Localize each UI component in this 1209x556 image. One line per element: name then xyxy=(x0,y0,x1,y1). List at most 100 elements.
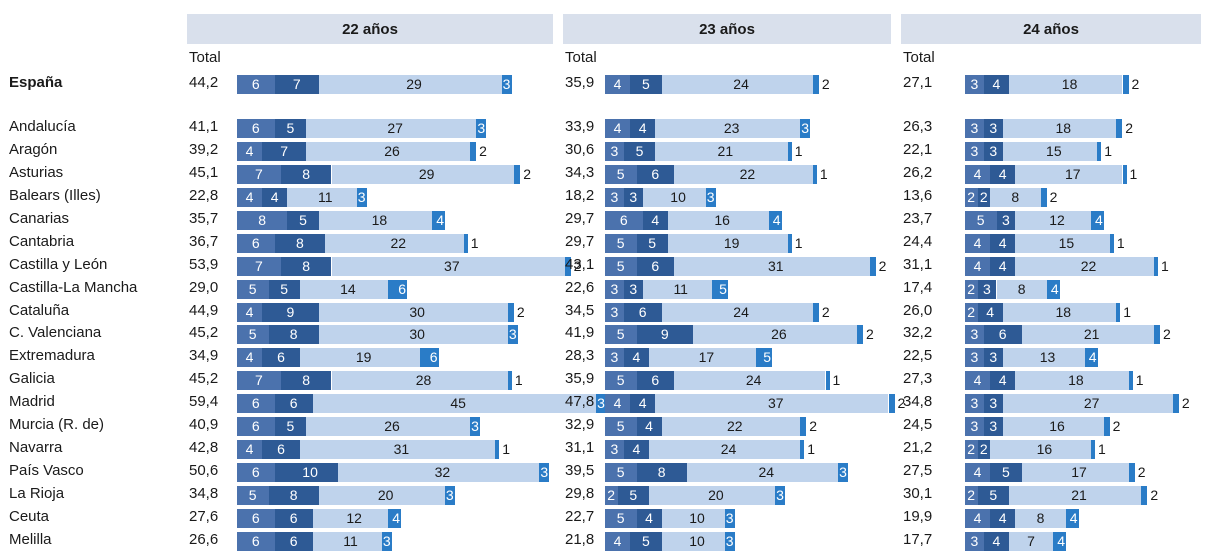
bar-segment xyxy=(965,119,984,138)
region-label: Madrid xyxy=(9,393,55,411)
bar-segment xyxy=(300,440,496,460)
bar-segment xyxy=(237,302,263,322)
data-label: 4 xyxy=(1057,532,1065,549)
total-value: 36,7 xyxy=(189,232,219,250)
bar-segment xyxy=(990,164,1016,184)
bar-segment xyxy=(1002,302,1117,322)
data-label: 3 xyxy=(989,349,998,366)
total-value: 27,1 xyxy=(903,74,933,91)
bar-segment xyxy=(306,119,477,138)
total-value: 31,1 xyxy=(903,255,933,273)
data-label: 1 xyxy=(502,441,511,458)
bar-segment xyxy=(1040,187,1047,207)
data-label: 21 xyxy=(1071,487,1087,504)
bar-segment xyxy=(705,187,716,207)
bar-segment xyxy=(1009,486,1142,506)
bar-segment xyxy=(996,279,1047,299)
bar-segment xyxy=(268,486,319,506)
bar-segment xyxy=(756,348,773,368)
total-value: 34,9 xyxy=(189,347,219,365)
bar-segment xyxy=(237,348,263,368)
data-label: 8 xyxy=(302,372,311,389)
bar-segment xyxy=(605,279,624,299)
total-value: 35,9 xyxy=(565,370,595,388)
bar-segment xyxy=(312,394,597,414)
data-label: 8 xyxy=(1011,188,1020,205)
total-value: 22,6 xyxy=(565,278,595,296)
total-column-label: Total xyxy=(189,49,221,66)
data-label: 21 xyxy=(1083,326,1100,343)
data-label: 4 xyxy=(973,234,982,251)
data-label: 31 xyxy=(393,441,410,458)
bar-segment xyxy=(605,164,637,184)
data-label: 3 xyxy=(970,326,979,343)
data-label: 5 xyxy=(989,487,998,504)
data-label: 5 xyxy=(248,280,257,297)
data-label: 22 xyxy=(1080,257,1097,274)
data-label: 5 xyxy=(286,418,295,435)
data-label: 20 xyxy=(377,487,394,504)
data-label: 4 xyxy=(973,165,982,182)
data-label: 2 xyxy=(967,303,976,320)
data-label: 8 xyxy=(302,257,311,274)
data-label: 6 xyxy=(251,509,260,526)
bar-segment xyxy=(838,463,849,483)
bar-segment xyxy=(983,348,1003,368)
data-label: 3 xyxy=(597,395,605,412)
bar-segment xyxy=(356,187,367,207)
total-value: 39,5 xyxy=(565,462,595,480)
bar-segment xyxy=(337,463,540,483)
data-label: 1 xyxy=(832,372,841,389)
bar-segment xyxy=(965,164,991,184)
bar-segment xyxy=(1122,75,1129,94)
data-label: 3 xyxy=(357,188,366,205)
bar-segment xyxy=(977,302,1003,322)
total-value: 35,7 xyxy=(189,209,219,227)
data-label: 1 xyxy=(470,234,479,251)
data-label: 8 xyxy=(302,165,311,182)
data-label: 5 xyxy=(763,349,771,366)
data-label: 19 xyxy=(723,234,740,251)
data-label: 4 xyxy=(632,349,641,366)
data-label: 5 xyxy=(719,280,727,297)
bar-segment xyxy=(596,394,607,414)
bar-segment xyxy=(1091,440,1095,460)
data-label: 18 xyxy=(1055,120,1072,136)
data-label: 11 xyxy=(673,280,688,297)
data-label: 3 xyxy=(989,395,998,412)
data-label: 15 xyxy=(1058,234,1075,251)
data-label: 10 xyxy=(670,188,686,205)
data-label: 3 xyxy=(725,532,734,549)
bar-segment xyxy=(649,348,757,368)
total-value: 22,8 xyxy=(189,186,219,204)
data-label: 5 xyxy=(616,165,625,182)
bar-segment xyxy=(630,75,662,94)
data-label: 12 xyxy=(1049,211,1065,228)
bar-segment xyxy=(965,394,984,414)
region-label: Aragón xyxy=(9,140,58,158)
bar-segment xyxy=(262,187,288,207)
bar-segment xyxy=(1084,348,1098,368)
bar-segment xyxy=(965,302,978,322)
data-label: 8 xyxy=(296,234,304,251)
total-value: 26,0 xyxy=(903,301,933,319)
data-label: 5 xyxy=(299,211,307,228)
bar-segment xyxy=(237,463,275,483)
bar-segment xyxy=(274,75,319,94)
data-label: 5 xyxy=(616,326,625,343)
data-label: 26 xyxy=(771,326,787,343)
data-label: 4 xyxy=(632,441,641,458)
data-label: 13 xyxy=(1039,349,1056,366)
bar-segment xyxy=(630,531,662,551)
data-label: 5 xyxy=(629,487,638,504)
total-value: 18,2 xyxy=(565,186,595,204)
bar-segment xyxy=(237,417,275,437)
bar-segment xyxy=(888,394,895,414)
data-label: 3 xyxy=(970,418,979,435)
bar-segment xyxy=(268,325,319,345)
bar-segment xyxy=(825,371,830,391)
data-label: 3 xyxy=(610,142,619,159)
bar-segment xyxy=(281,256,332,276)
data-label: 29 xyxy=(418,165,435,182)
total-value: 22,1 xyxy=(903,140,933,158)
